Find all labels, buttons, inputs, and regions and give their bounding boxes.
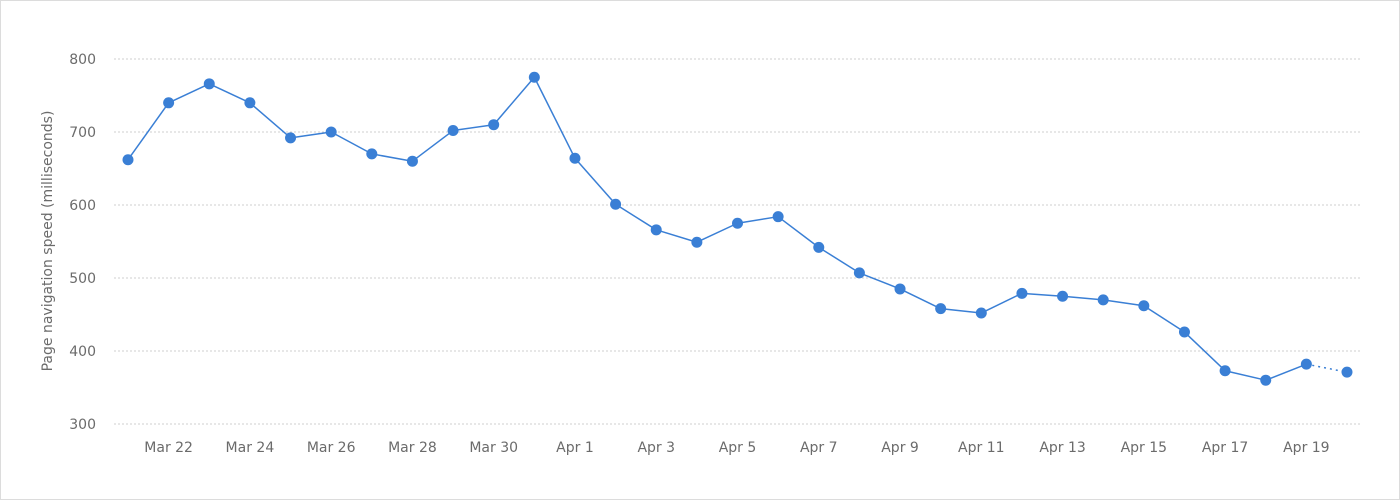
x-tick-label: Apr 5 bbox=[719, 440, 757, 456]
gridlines bbox=[114, 58, 1361, 425]
line-segment bbox=[1265, 363, 1307, 381]
data-point[interactable]: Apr 5: 575 bbox=[732, 217, 743, 229]
line-segment bbox=[777, 216, 820, 248]
line-segment bbox=[859, 272, 901, 290]
data-point[interactable]: Mar 24: 740 bbox=[244, 97, 256, 109]
x-tick-label: Apr 13 bbox=[1039, 440, 1085, 456]
data-point[interactable]: Mar 29: 702 bbox=[447, 125, 459, 137]
x-tick-label: Apr 3 bbox=[637, 440, 675, 456]
y-tick-label: 500 bbox=[69, 271, 96, 287]
data-point[interactable]: Mar 26: 700 bbox=[325, 126, 337, 138]
line-segment bbox=[249, 102, 292, 139]
line-segment bbox=[411, 129, 454, 162]
data-point[interactable]: Apr 18: 360 bbox=[1260, 374, 1272, 386]
data-point[interactable]: Mar 30: 710 bbox=[488, 119, 500, 131]
line-segment bbox=[940, 307, 982, 314]
y-tick-label: 800 bbox=[69, 52, 96, 68]
y-axis-label: Page navigation speed (milliseconds) bbox=[40, 111, 56, 372]
line-segment bbox=[980, 292, 1023, 314]
y-tick-label: 300 bbox=[69, 417, 96, 433]
data-point[interactable]: Apr 7: 542 bbox=[813, 241, 825, 253]
line-segment bbox=[1183, 331, 1226, 372]
x-tick-label: Apr 11 bbox=[958, 440, 1004, 456]
x-tick-label: Apr 17 bbox=[1202, 440, 1248, 456]
data-point[interactable]: Apr 16: 426 bbox=[1178, 326, 1190, 338]
line-segment bbox=[1062, 295, 1104, 301]
data-point[interactable]: Apr 11: 452 bbox=[975, 307, 987, 319]
data-point[interactable]: Mar 21: 662 bbox=[122, 154, 134, 166]
line-segment bbox=[1143, 305, 1185, 333]
data-point[interactable]: Apr 9: 485 bbox=[894, 283, 906, 295]
line-segment bbox=[330, 131, 373, 155]
data-point[interactable]: Apr 2: 601 bbox=[610, 198, 622, 210]
line-segment bbox=[899, 288, 941, 310]
y-axis-ticks: 300 400 500 600 700 800 bbox=[69, 52, 96, 433]
x-tick-label: Mar 30 bbox=[469, 440, 518, 456]
line-segment bbox=[533, 76, 576, 159]
data-point[interactable]: Mar 22: 740 bbox=[163, 97, 175, 109]
line-segment bbox=[1021, 292, 1063, 297]
x-tick-label: Mar 22 bbox=[144, 440, 193, 456]
x-tick-label: Apr 15 bbox=[1121, 440, 1167, 456]
line-segment bbox=[208, 83, 251, 104]
data-point[interactable]: Apr 12: 479 bbox=[1016, 287, 1028, 299]
line-segment bbox=[371, 153, 413, 162]
line-segment bbox=[1224, 369, 1266, 381]
data-point[interactable]: Apr 13: 475 bbox=[1057, 290, 1069, 302]
data-point[interactable]: Apr 17: 373 bbox=[1219, 365, 1231, 377]
line-segment bbox=[290, 131, 332, 139]
data-point[interactable]: Apr 10: 458 bbox=[935, 303, 947, 315]
data-point[interactable]: Apr 4: 549 bbox=[691, 236, 703, 248]
line-segment bbox=[127, 102, 170, 161]
line-segment bbox=[452, 123, 494, 132]
data-point[interactable]: Apr 14: 470 bbox=[1097, 294, 1109, 306]
line-segment bbox=[696, 222, 738, 243]
data-point[interactable]: Mar 27: 670 bbox=[366, 148, 378, 160]
data-point[interactable]: Apr 8: 507 bbox=[853, 267, 865, 279]
data-point[interactable]: Mar 23: 766 bbox=[203, 78, 215, 90]
x-tick-label: Apr 7 bbox=[800, 440, 838, 456]
x-tick-label: Apr 9 bbox=[881, 440, 919, 456]
x-tick-label: Mar 26 bbox=[307, 440, 356, 456]
data-point[interactable]: Apr 6: 584 bbox=[772, 211, 784, 223]
x-tick-label: Mar 24 bbox=[226, 440, 275, 456]
x-tick-label: Mar 28 bbox=[388, 440, 437, 456]
data-point[interactable]: Mar 25: 692 bbox=[285, 132, 297, 144]
data-point[interactable]: Apr 3: 566 bbox=[650, 224, 662, 236]
data-point[interactable]: Apr 19: 382 bbox=[1300, 358, 1312, 370]
line-segment bbox=[818, 246, 860, 274]
x-tick-label: Apr 1 bbox=[556, 440, 594, 456]
data-point[interactable]: Apr 20: 371 bbox=[1341, 366, 1353, 378]
line-segment bbox=[1103, 299, 1144, 307]
line-segment bbox=[493, 76, 535, 126]
x-tick-label: Apr 19 bbox=[1283, 440, 1329, 456]
data-point[interactable]: Mar 31: 775 bbox=[528, 71, 540, 83]
data-point[interactable]: Apr 1: 664 bbox=[569, 152, 581, 164]
line-segment bbox=[1306, 363, 1348, 373]
line-segment bbox=[168, 83, 210, 104]
line-segment bbox=[615, 203, 657, 231]
line-segment bbox=[574, 157, 617, 205]
line-segment bbox=[656, 229, 698, 243]
data-point[interactable]: Mar 28: 660 bbox=[406, 155, 418, 167]
line-segment bbox=[737, 215, 779, 224]
data-point[interactable]: Apr 15: 462 bbox=[1138, 300, 1150, 312]
x-axis-ticks: Mar 22 Mar 24 Mar 26 Mar 28 Mar 30 Apr 1 Apr 3… bbox=[144, 440, 1329, 456]
y-tick-label: 400 bbox=[69, 344, 96, 360]
series-line: Mar 21: 662 Mar 22: 740 Mar 23: 766 Mar 24:… bbox=[122, 71, 1353, 386]
y-tick-label: 600 bbox=[69, 198, 96, 214]
y-tick-label: 700 bbox=[69, 125, 96, 141]
